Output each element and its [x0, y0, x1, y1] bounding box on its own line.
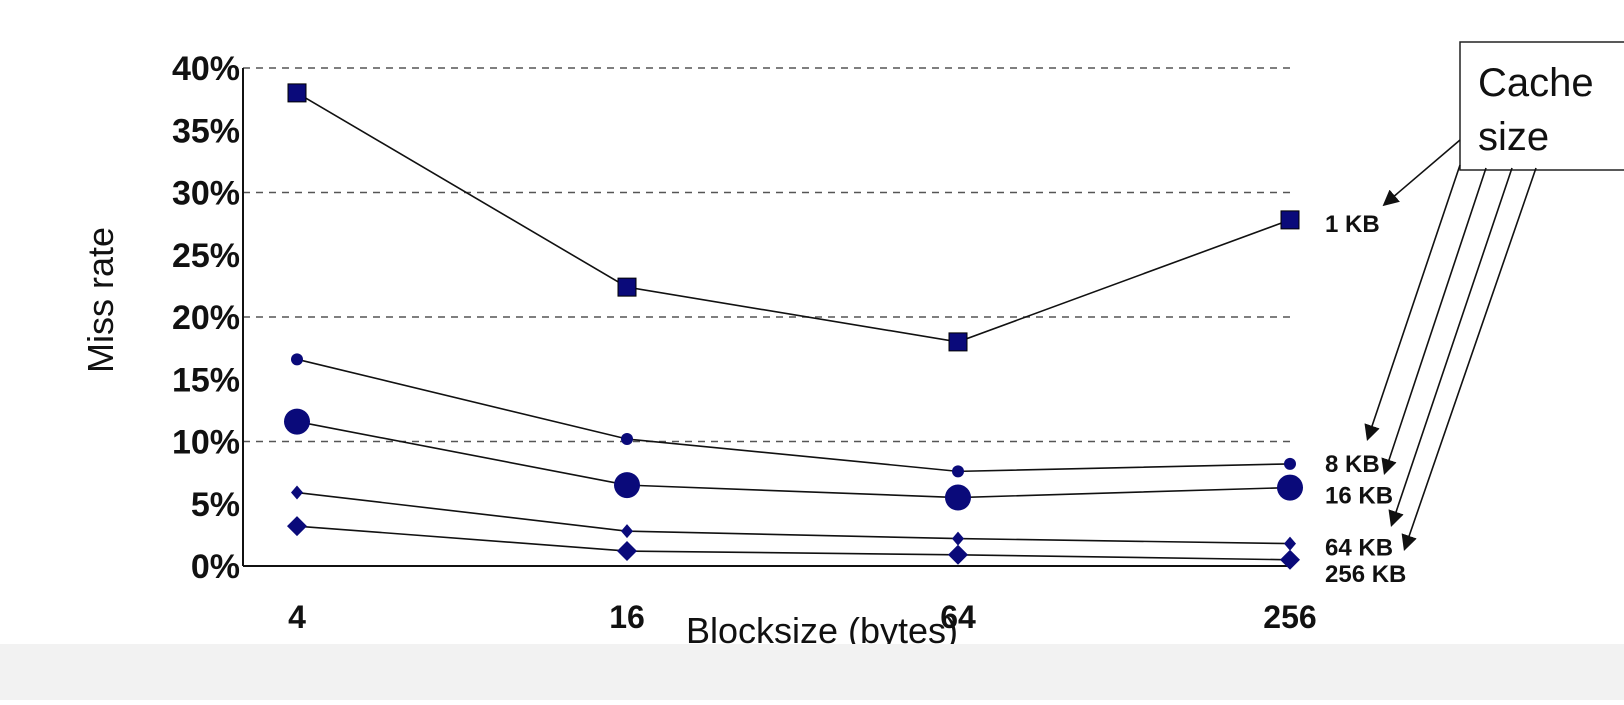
x-tick-label: 16: [609, 599, 645, 635]
x-tick-label: 256: [1263, 599, 1316, 635]
data-point-1kb: [617, 277, 637, 297]
series-label: 256 KB: [1325, 561, 1406, 588]
series-label: 8 KB: [1325, 451, 1380, 478]
x-tick-label: 64: [940, 599, 976, 635]
data-point-64kb: [291, 485, 303, 500]
series-label: 16 KB: [1325, 483, 1393, 510]
legend-title-line-2: size: [1478, 115, 1549, 159]
data-point-64kb: [1284, 536, 1296, 551]
data-point-16kb: [945, 484, 971, 511]
data-point-64kb: [621, 524, 633, 539]
y-tick-labels: 0% 5% 10% 15% 20% 25% 30% 35% 40%: [172, 50, 240, 586]
data-point-64kb: [952, 531, 964, 546]
y-tick-label: 10%: [172, 424, 240, 462]
data-point-8kb: [1284, 457, 1296, 470]
y-tick-label: 25%: [172, 237, 240, 275]
data-point-256kb: [1280, 549, 1300, 570]
data-point-1kb: [948, 332, 968, 352]
data-point-8kb: [621, 433, 633, 446]
data-point-256kb: [287, 516, 307, 537]
legend-box-frame: [1459, 41, 1624, 171]
data-point-16kb: [284, 408, 310, 435]
data-point-16kb: [614, 472, 640, 499]
series-line-256kb: [296, 525, 1291, 561]
legend-box: Cache size: [1459, 41, 1624, 171]
y-axis-title: Miss rate: [80, 227, 121, 373]
series-line-16kb: [296, 420, 1291, 499]
legend-arrow: [1388, 167, 1513, 528]
y-tick-label: 0%: [191, 548, 240, 586]
legend-title-line-1: Cache: [1478, 61, 1594, 105]
x-tick-label: 4: [288, 599, 306, 635]
legend-arrow: [1381, 167, 1487, 476]
footer-band: [0, 644, 1624, 700]
series-line-8kb: [296, 358, 1291, 473]
y-tick-label: 5%: [191, 486, 240, 524]
series-label: 64 KB: [1325, 535, 1393, 562]
series-line-1kb: [296, 92, 1291, 343]
series-lines: [296, 92, 1291, 561]
legend-arrow: [1364, 164, 1461, 442]
data-point-1kb: [287, 83, 307, 103]
data-point-256kb: [617, 541, 637, 562]
axes: [242, 68, 1290, 567]
series-label: 1 KB: [1325, 211, 1380, 238]
legend-arrow: [1382, 139, 1461, 207]
data-point-16kb: [1277, 474, 1303, 501]
y-tick-label: 15%: [172, 361, 240, 399]
data-point-1kb: [1280, 210, 1300, 230]
y-tick-label: 30%: [172, 175, 240, 213]
series-markers: [284, 83, 1303, 570]
data-point-8kb: [291, 353, 303, 366]
x-tick-labels: 4 16 64 256: [288, 599, 1317, 635]
data-point-256kb: [948, 544, 968, 565]
legend-arrows: [1364, 139, 1537, 552]
series-line-64kb: [296, 491, 1291, 545]
y-tick-label: 40%: [172, 50, 240, 88]
data-point-8kb: [952, 465, 964, 478]
y-tick-label: 20%: [172, 299, 240, 337]
grid-lines: [243, 67, 1290, 443]
y-tick-label: 35%: [172, 112, 240, 150]
legend-arrow: [1401, 167, 1537, 552]
